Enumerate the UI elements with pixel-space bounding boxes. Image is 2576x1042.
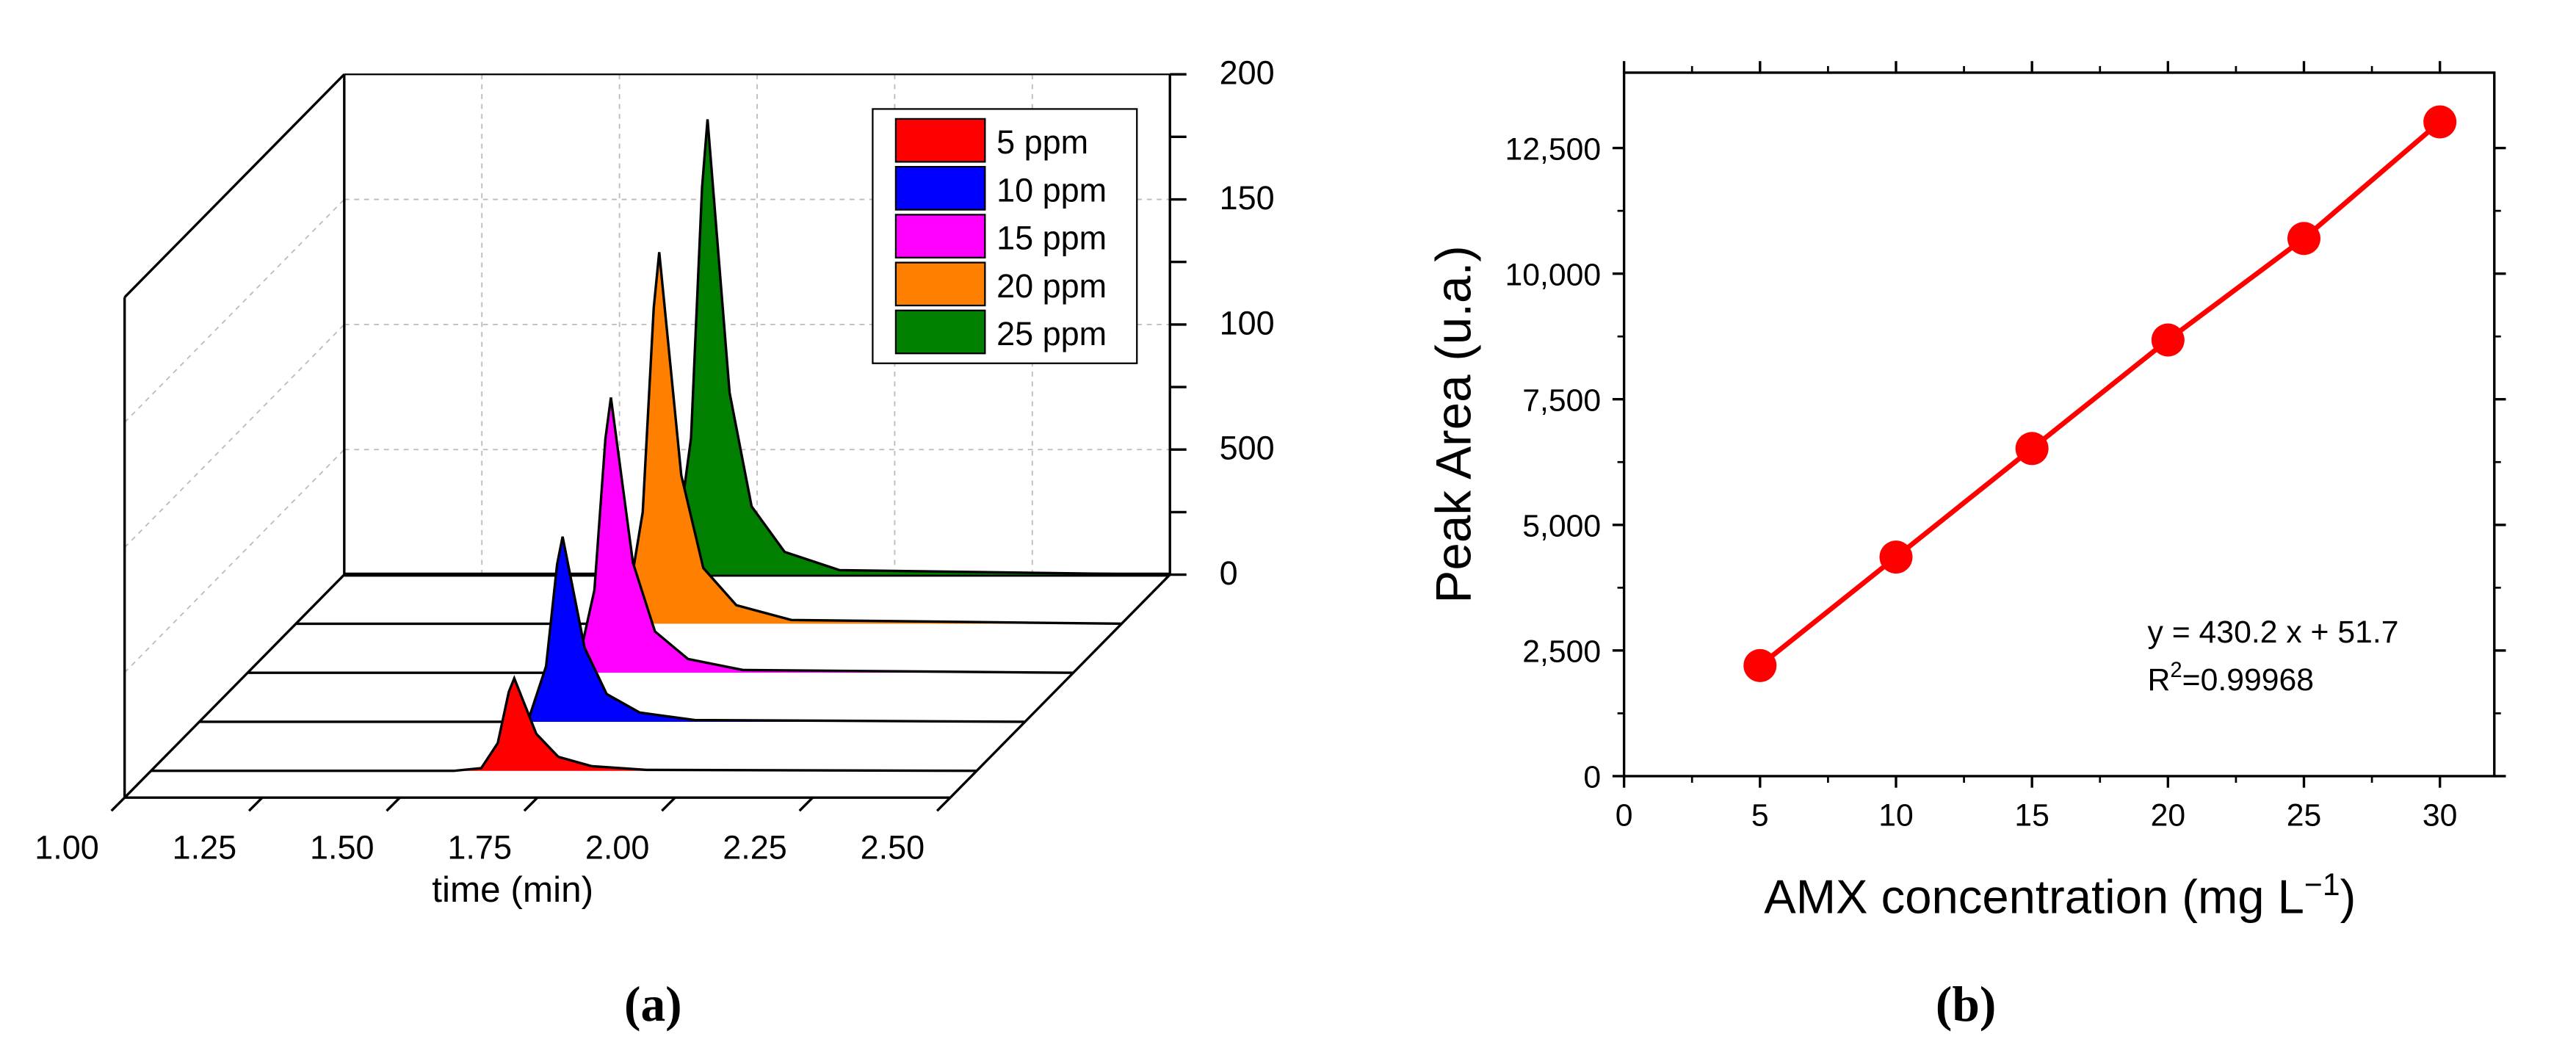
- r-squared-sup: 2: [2170, 659, 2182, 682]
- axis-line: [123, 574, 346, 799]
- x-tick-label: 1.75: [447, 828, 512, 866]
- data-point: [1743, 648, 1777, 682]
- z-tick-label: 500: [1220, 430, 1275, 467]
- x-tick-label: 30: [2423, 797, 2458, 833]
- z-tick-label: 150: [1220, 179, 1275, 217]
- data-point: [2423, 105, 2457, 139]
- z-tick-label: 200: [1220, 54, 1275, 92]
- x-tick-label: 2.50: [861, 828, 925, 866]
- caption: (a): [624, 977, 682, 1032]
- z-tick-label: 0: [1220, 554, 1238, 592]
- r-squared-part: R: [2148, 662, 2171, 698]
- data-point: [2287, 222, 2320, 256]
- legend-label: 25 ppm: [996, 315, 1107, 352]
- axis-line: [123, 73, 346, 298]
- x-tick-label: 0: [1616, 797, 1633, 833]
- y-tick-label: 7,500: [1522, 383, 1601, 418]
- plot-frame: [1622, 71, 2496, 778]
- peak-line: [151, 675, 977, 773]
- legend-swatch: [894, 117, 986, 163]
- x-tick-label: 2.00: [585, 828, 650, 866]
- equation: y = 430.2 x + 51.7: [2148, 615, 2399, 650]
- data-point: [2151, 323, 2185, 357]
- x-tick-label: 5: [1751, 797, 1769, 833]
- grid-line: [124, 449, 345, 673]
- x-tick-label: 20: [2151, 797, 2186, 833]
- legend-label: 5 ppm: [996, 123, 1088, 161]
- x-tick-label: 1.25: [173, 828, 237, 866]
- x-axis-label-part: ): [2340, 870, 2356, 924]
- x-tick-label: 2.25: [723, 828, 787, 866]
- x-tick-label: 1.00: [35, 828, 99, 866]
- y-tick-label: 0: [1583, 760, 1601, 795]
- y-tick-label: 12,500: [1505, 131, 1601, 167]
- fit-line: [1758, 120, 2442, 668]
- y-tick-label: 2,500: [1522, 634, 1601, 670]
- x-axis-label: time (min): [432, 869, 593, 910]
- tick-mark: [386, 796, 401, 812]
- tick-mark: [936, 796, 952, 812]
- y-axis-label: Peak Area (u.a.): [1426, 245, 1481, 603]
- x-tick-label: 1.50: [310, 828, 375, 866]
- x-tick-label: 25: [2287, 797, 2322, 833]
- legend-swatch: [894, 214, 986, 258]
- x-axis-label-sup: −1: [2304, 867, 2340, 902]
- grid-line: [124, 324, 345, 549]
- r-squared-part: =0.99968: [2182, 662, 2314, 698]
- legend-swatch: [894, 261, 986, 307]
- tick-mark: [247, 796, 264, 812]
- x-axis-label: AMX concentration (mg L−1): [1764, 867, 2356, 924]
- legend-label: 15 ppm: [996, 220, 1107, 257]
- tick-mark: [661, 796, 676, 812]
- legend-label: 10 ppm: [996, 171, 1107, 209]
- data-point: [1879, 540, 1913, 574]
- tick-mark: [523, 796, 539, 812]
- legend-label: 20 ppm: [996, 267, 1107, 305]
- y-tick-label: 10,000: [1505, 257, 1601, 292]
- x-tick-label: 15: [2014, 797, 2049, 833]
- r-squared: R2=0.99968: [2148, 659, 2315, 698]
- tick-mark: [798, 796, 814, 812]
- data-point: [2015, 432, 2049, 466]
- y-tick-label: 5,000: [1522, 509, 1601, 544]
- x-axis-label-part: AMX concentration (mg L: [1764, 870, 2304, 924]
- grid-line: [124, 198, 345, 423]
- legend-swatch: [894, 309, 986, 355]
- axis-line: [949, 574, 1171, 799]
- caption: (b): [1936, 977, 1996, 1032]
- x-tick-label: 10: [1878, 797, 1914, 833]
- legend-swatch: [894, 166, 986, 211]
- tick-mark: [110, 796, 126, 812]
- z-tick-label: 100: [1220, 304, 1275, 341]
